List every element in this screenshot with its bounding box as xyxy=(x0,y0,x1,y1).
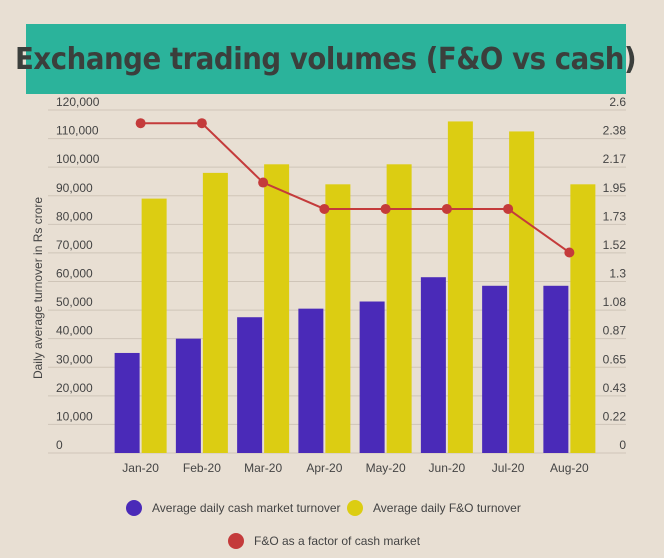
y-tick-label: 30,000 xyxy=(56,352,93,366)
y-tick-label: 50,000 xyxy=(56,295,93,309)
factor-point xyxy=(441,203,452,214)
bar-cash xyxy=(543,285,569,453)
y-tick-label: 80,000 xyxy=(56,209,93,223)
x-tick-label: Feb-20 xyxy=(183,461,221,475)
y2-tick-label: 1.52 xyxy=(603,238,627,252)
y2-tick-label: 2.6 xyxy=(609,95,626,109)
y-tick-label: 20,000 xyxy=(56,381,93,395)
chart-area: 0 0 10,000 0.22 20,000 0.43 30,000 0.65 40,000 0.… xyxy=(31,95,627,475)
x-tick-label: Jan-20 xyxy=(122,461,159,475)
y-tick-label: 40,000 xyxy=(56,324,93,338)
x-tick-label: Jun-20 xyxy=(429,461,466,475)
y-tick-label: 0 xyxy=(56,438,63,452)
factor-point xyxy=(196,118,207,129)
y-tick-label: 90,000 xyxy=(56,181,93,195)
y2-tick-label: 2.17 xyxy=(603,152,627,166)
factor-point xyxy=(503,203,514,214)
y-tick-label: 60,000 xyxy=(56,267,93,281)
legend-item-fo: Average daily F&O turnover xyxy=(347,500,521,516)
legend-label-fo: Average daily F&O turnover xyxy=(373,501,521,515)
bar-fo xyxy=(447,121,473,453)
legend-item-factor: F&O as a factor of cash market xyxy=(228,533,420,549)
y2-tick-label: 1.08 xyxy=(603,295,627,309)
y2-tick-label: 0.65 xyxy=(603,352,627,366)
y2-tick-label: 1.95 xyxy=(603,181,627,195)
bar-fo xyxy=(264,164,290,453)
bar-fo xyxy=(202,172,228,453)
y-axis-label: Daily average turnover in Rs crore xyxy=(31,197,45,379)
factor-point xyxy=(380,203,391,214)
x-tick-label: May-20 xyxy=(366,461,406,475)
bar-cash xyxy=(482,285,508,453)
x-tick-label: Mar-20 xyxy=(244,461,282,475)
legend-swatch-fo xyxy=(347,500,363,516)
y2-tick-label: 2.38 xyxy=(603,124,627,138)
y-tick-label: 120,000 xyxy=(56,95,100,109)
bar-cash xyxy=(237,317,263,453)
y2-tick-label: 0.87 xyxy=(603,324,627,338)
bar-fo xyxy=(386,164,412,453)
y-tick-label: 70,000 xyxy=(56,238,93,252)
bar-fo xyxy=(570,184,596,454)
legend-item-cash: Average daily cash market turnover xyxy=(126,500,341,516)
x-tick-label: Apr-20 xyxy=(306,461,342,475)
bar-cash xyxy=(359,301,385,453)
factor-point xyxy=(135,118,146,129)
y2-tick-label: 0.22 xyxy=(603,409,627,423)
chart-title-bar: Exchange trading volumes (F&O vs cash) xyxy=(15,24,637,94)
bar-fo xyxy=(325,184,351,454)
factor-point xyxy=(258,177,269,188)
y2-tick-label: 1.73 xyxy=(603,209,627,223)
factor-point xyxy=(319,203,330,214)
bar-cash xyxy=(114,352,140,453)
bar-cash xyxy=(298,308,324,453)
x-tick-label: Jul-20 xyxy=(492,461,525,475)
y-tick-label: 100,000 xyxy=(56,152,100,166)
x-tick-label: Aug-20 xyxy=(550,461,589,475)
factor-point xyxy=(564,247,575,258)
legend-swatch-factor xyxy=(228,533,244,549)
legend-label-cash: Average daily cash market turnover xyxy=(152,501,341,515)
y2-tick-label: 1.3 xyxy=(609,267,626,281)
bar-cash xyxy=(175,338,201,453)
legend-label-factor: F&O as a factor of cash market xyxy=(254,534,421,548)
bar-cash xyxy=(420,277,446,453)
bar-fo xyxy=(141,198,167,453)
legend-swatch-cash xyxy=(126,500,142,516)
y-tick-label: 110,000 xyxy=(56,124,99,138)
chart-title: Exchange trading volumes (F&O vs cash) xyxy=(15,41,637,77)
bar-fo xyxy=(509,131,535,453)
factor-line xyxy=(140,122,570,254)
y-tick-label: 10,000 xyxy=(56,409,93,423)
y2-tick-label: 0 xyxy=(619,438,626,452)
y2-tick-label: 0.43 xyxy=(603,381,627,395)
